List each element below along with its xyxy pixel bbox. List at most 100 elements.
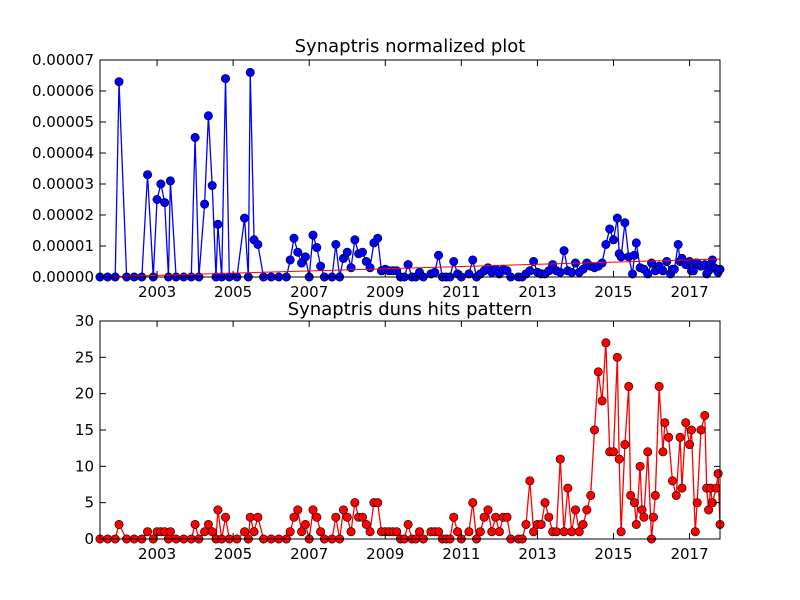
y-tick-label: 20 (75, 385, 94, 403)
data-point (449, 256, 459, 266)
x-tick-label: 2013 (518, 283, 556, 301)
data-point (555, 454, 565, 464)
x-tick-label: 2003 (138, 545, 176, 563)
data-point (629, 498, 639, 508)
data-point (563, 483, 573, 493)
data-point (631, 238, 641, 248)
data-point (675, 432, 685, 442)
data-point (620, 218, 630, 228)
y-tick-label: 10 (75, 457, 94, 475)
data-point (628, 269, 638, 279)
data-point (430, 267, 440, 277)
data-point (453, 527, 463, 537)
x-tick-label: 2005 (214, 283, 252, 301)
data-point (165, 176, 175, 186)
data-point (253, 239, 263, 249)
x-tick-label: 2011 (442, 545, 480, 563)
y-tick-label: 0.00002 (32, 206, 94, 224)
y-tick-label: 0.00000 (32, 268, 94, 286)
x-tick-label: 2009 (366, 283, 404, 301)
data-point (346, 527, 356, 537)
y-tick-label: 0 (84, 530, 94, 548)
trend-line (99, 258, 721, 278)
data-point (700, 410, 710, 420)
data-point (464, 527, 474, 537)
data-point (350, 498, 360, 508)
x-tick-label: 2011 (442, 283, 480, 301)
data-point (616, 527, 626, 537)
data-point (692, 498, 702, 508)
data-point (614, 454, 624, 464)
x-tick-label: 2009 (366, 545, 404, 563)
data-point (392, 527, 402, 537)
data-point (312, 243, 322, 253)
data-point (114, 77, 124, 87)
data-point (245, 512, 255, 522)
y-tick-label: 25 (75, 348, 94, 366)
data-point (289, 512, 299, 522)
data-point (658, 266, 668, 276)
data-point (240, 527, 250, 537)
data-point (434, 527, 444, 537)
data-point (582, 505, 592, 515)
data-point (660, 418, 670, 428)
data-point (190, 133, 200, 143)
data-point (479, 512, 489, 522)
data-point (540, 498, 550, 508)
data-point (308, 505, 318, 515)
data-point (156, 179, 166, 189)
data-point (221, 512, 231, 522)
data-point (203, 111, 213, 121)
data-point (574, 527, 584, 537)
x-tick-label: 2003 (138, 283, 176, 301)
x-tick-label: 2013 (518, 545, 556, 563)
y-tick-label: 0.00001 (32, 237, 94, 255)
x-tick-label: 2007 (290, 283, 328, 301)
data-point (629, 250, 639, 260)
data-point (597, 396, 607, 406)
data-point (143, 170, 153, 180)
data-point (612, 352, 622, 362)
data-point (555, 267, 565, 277)
y-tick-label: 0.00004 (32, 144, 94, 162)
data-point (143, 527, 153, 537)
data-point (245, 67, 255, 77)
data-point (597, 258, 607, 268)
data-point (713, 469, 723, 479)
data-point (567, 267, 577, 277)
data-point (635, 461, 645, 471)
data-point (671, 490, 681, 500)
axis-layer: 2003 2005 2007 2009 2011 2013 2015 2017 0.00000 0… (32, 51, 720, 301)
data-point (559, 246, 569, 256)
data-point (654, 381, 664, 391)
data-point (114, 519, 124, 529)
chart-title: Synaptris duns hits pattern (288, 299, 533, 320)
data-point (605, 224, 615, 234)
data-point (544, 512, 554, 522)
data-point (586, 490, 596, 500)
data-point (300, 252, 310, 262)
data-point (373, 233, 383, 243)
data-point (487, 527, 497, 537)
data-point (468, 255, 478, 265)
y-tick-label: 5 (84, 494, 94, 512)
x-tick-label: 2017 (670, 283, 708, 301)
data-point (200, 199, 210, 209)
data-point (608, 235, 618, 245)
data-point (677, 483, 687, 493)
data-point (285, 527, 295, 537)
data-point (285, 255, 295, 265)
data-point (529, 527, 539, 537)
data-point (207, 181, 217, 191)
chart-title: Synaptris normalized plot (295, 36, 526, 57)
data-point (365, 527, 375, 537)
data-point (631, 519, 641, 529)
data-point (403, 260, 413, 270)
data-point (190, 519, 200, 529)
data-point (690, 527, 700, 537)
data-point (213, 219, 223, 229)
data-point (165, 527, 175, 537)
x-tick-label: 2007 (290, 545, 328, 563)
data-point (491, 512, 501, 522)
